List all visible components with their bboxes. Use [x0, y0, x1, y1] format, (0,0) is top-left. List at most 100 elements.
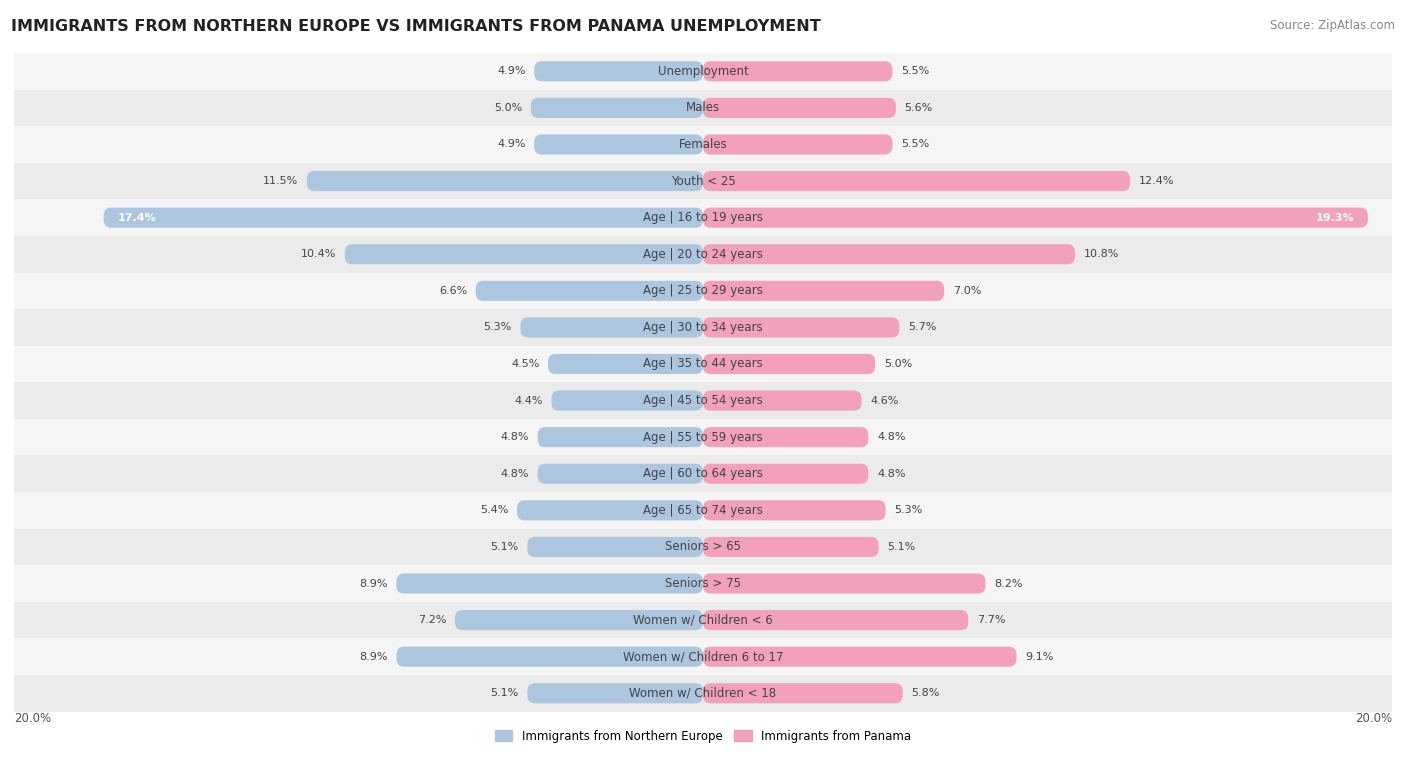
Bar	[14, 199, 1392, 236]
FancyBboxPatch shape	[703, 537, 879, 557]
Text: Seniors > 65: Seniors > 65	[665, 540, 741, 553]
Text: 9.1%: 9.1%	[1025, 652, 1053, 662]
Bar	[14, 675, 1392, 712]
Bar	[14, 638, 1392, 675]
Text: 4.8%: 4.8%	[501, 469, 529, 478]
FancyBboxPatch shape	[475, 281, 703, 301]
FancyBboxPatch shape	[703, 500, 886, 520]
Text: Women w/ Children < 18: Women w/ Children < 18	[630, 687, 776, 699]
FancyBboxPatch shape	[307, 171, 703, 191]
Text: Women w/ Children 6 to 17: Women w/ Children 6 to 17	[623, 650, 783, 663]
Bar	[14, 602, 1392, 638]
Text: 17.4%: 17.4%	[117, 213, 156, 223]
Bar	[14, 419, 1392, 456]
Text: Source: ZipAtlas.com: Source: ZipAtlas.com	[1270, 19, 1395, 32]
FancyBboxPatch shape	[537, 464, 703, 484]
Text: 4.8%: 4.8%	[501, 432, 529, 442]
FancyBboxPatch shape	[703, 61, 893, 81]
Text: 4.9%: 4.9%	[498, 67, 526, 76]
FancyBboxPatch shape	[703, 171, 1130, 191]
Text: IMMIGRANTS FROM NORTHERN EUROPE VS IMMIGRANTS FROM PANAMA UNEMPLOYMENT: IMMIGRANTS FROM NORTHERN EUROPE VS IMMIG…	[11, 19, 821, 34]
FancyBboxPatch shape	[703, 684, 903, 703]
Bar	[14, 309, 1392, 346]
FancyBboxPatch shape	[703, 281, 945, 301]
FancyBboxPatch shape	[396, 574, 703, 593]
Bar	[14, 382, 1392, 419]
Text: 5.1%: 5.1%	[887, 542, 915, 552]
Text: 6.6%: 6.6%	[439, 286, 467, 296]
FancyBboxPatch shape	[527, 684, 703, 703]
Bar	[14, 273, 1392, 309]
Text: Age | 20 to 24 years: Age | 20 to 24 years	[643, 248, 763, 260]
FancyBboxPatch shape	[703, 354, 875, 374]
Bar	[14, 456, 1392, 492]
FancyBboxPatch shape	[703, 391, 862, 410]
Text: 20.0%: 20.0%	[1355, 712, 1392, 724]
FancyBboxPatch shape	[396, 646, 703, 667]
Text: Age | 35 to 44 years: Age | 35 to 44 years	[643, 357, 763, 370]
Text: Age | 45 to 54 years: Age | 45 to 54 years	[643, 394, 763, 407]
Bar	[14, 346, 1392, 382]
Text: 7.7%: 7.7%	[977, 615, 1005, 625]
Text: 5.0%: 5.0%	[494, 103, 522, 113]
Text: 8.9%: 8.9%	[360, 578, 388, 588]
Text: 20.0%: 20.0%	[14, 712, 51, 724]
FancyBboxPatch shape	[703, 98, 896, 118]
FancyBboxPatch shape	[703, 574, 986, 593]
Text: 5.3%: 5.3%	[484, 322, 512, 332]
Text: 4.8%: 4.8%	[877, 469, 905, 478]
FancyBboxPatch shape	[534, 61, 703, 81]
Text: 5.1%: 5.1%	[491, 688, 519, 698]
Text: 8.9%: 8.9%	[360, 652, 388, 662]
Bar	[14, 53, 1392, 89]
FancyBboxPatch shape	[551, 391, 703, 410]
Text: Age | 30 to 34 years: Age | 30 to 34 years	[643, 321, 763, 334]
FancyBboxPatch shape	[531, 98, 703, 118]
Text: Age | 60 to 64 years: Age | 60 to 64 years	[643, 467, 763, 480]
FancyBboxPatch shape	[703, 427, 869, 447]
FancyBboxPatch shape	[703, 207, 1368, 228]
FancyBboxPatch shape	[520, 317, 703, 338]
Text: 12.4%: 12.4%	[1139, 176, 1174, 186]
Legend: Immigrants from Northern Europe, Immigrants from Panama: Immigrants from Northern Europe, Immigra…	[489, 725, 917, 747]
FancyBboxPatch shape	[703, 135, 893, 154]
Text: 7.2%: 7.2%	[418, 615, 446, 625]
Bar	[14, 528, 1392, 565]
Text: Youth < 25: Youth < 25	[671, 175, 735, 188]
Text: 8.2%: 8.2%	[994, 578, 1022, 588]
Bar	[14, 89, 1392, 126]
Text: 5.1%: 5.1%	[491, 542, 519, 552]
Text: Age | 16 to 19 years: Age | 16 to 19 years	[643, 211, 763, 224]
Bar	[14, 163, 1392, 199]
Text: Age | 65 to 74 years: Age | 65 to 74 years	[643, 504, 763, 517]
FancyBboxPatch shape	[703, 646, 1017, 667]
Text: Males: Males	[686, 101, 720, 114]
Text: 7.0%: 7.0%	[953, 286, 981, 296]
FancyBboxPatch shape	[548, 354, 703, 374]
Text: Females: Females	[679, 138, 727, 151]
Text: 4.4%: 4.4%	[515, 396, 543, 406]
Text: 5.5%: 5.5%	[901, 67, 929, 76]
Bar	[14, 565, 1392, 602]
Text: 5.3%: 5.3%	[894, 506, 922, 516]
FancyBboxPatch shape	[344, 245, 703, 264]
FancyBboxPatch shape	[527, 537, 703, 557]
Text: 4.9%: 4.9%	[498, 139, 526, 149]
FancyBboxPatch shape	[537, 427, 703, 447]
Text: 5.4%: 5.4%	[479, 506, 509, 516]
Text: 5.7%: 5.7%	[908, 322, 936, 332]
Text: Seniors > 75: Seniors > 75	[665, 577, 741, 590]
Text: 5.8%: 5.8%	[911, 688, 939, 698]
FancyBboxPatch shape	[456, 610, 703, 630]
FancyBboxPatch shape	[703, 317, 900, 338]
Text: Women w/ Children < 6: Women w/ Children < 6	[633, 614, 773, 627]
FancyBboxPatch shape	[703, 464, 869, 484]
Text: 5.5%: 5.5%	[901, 139, 929, 149]
FancyBboxPatch shape	[104, 207, 703, 228]
Text: 10.4%: 10.4%	[301, 249, 336, 259]
Bar	[14, 236, 1392, 273]
Text: 4.8%: 4.8%	[877, 432, 905, 442]
Text: Unemployment: Unemployment	[658, 65, 748, 78]
Bar	[14, 492, 1392, 528]
FancyBboxPatch shape	[534, 135, 703, 154]
